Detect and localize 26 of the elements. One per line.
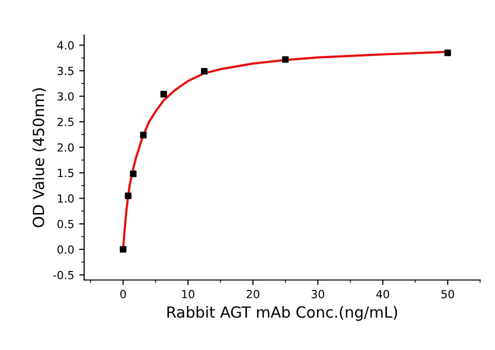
x-tick-label: 40 bbox=[376, 290, 390, 298]
x-tick-label: 50 bbox=[441, 290, 454, 298]
y-tick-label: 2.0 bbox=[58, 143, 74, 152]
y-tick-label: 1.5 bbox=[58, 168, 74, 178]
y-tick-label: 3.0 bbox=[58, 92, 74, 101]
point bbox=[282, 56, 289, 63]
point bbox=[160, 90, 167, 98]
y-axis-title: OD Value (450nm) bbox=[32, 88, 46, 228]
point bbox=[140, 132, 147, 138]
x-tick-label: 20 bbox=[246, 290, 260, 298]
y-tick-label: 1.0 bbox=[58, 194, 74, 203]
y-tick-label: 3.5 bbox=[58, 66, 74, 76]
y-tick-label: -0.5 bbox=[53, 270, 74, 280]
y-tick-label: 2.5 bbox=[58, 118, 74, 126]
point bbox=[120, 246, 126, 253]
point bbox=[444, 50, 451, 56]
x-tick-label: 0 bbox=[120, 290, 126, 298]
y-tick-label: 0.5 bbox=[57, 220, 74, 228]
point bbox=[200, 68, 208, 75]
x-tick-label: 10 bbox=[182, 290, 194, 298]
y-tick-label: 4.0 bbox=[57, 41, 74, 50]
x-axis-title: Rabbit AGT mAb Conc.(ng/mL) bbox=[167, 306, 398, 321]
x-tick-label: 30 bbox=[312, 290, 324, 298]
point bbox=[124, 192, 132, 200]
y-tick-label: 0.0 bbox=[57, 245, 74, 254]
point bbox=[130, 170, 137, 178]
